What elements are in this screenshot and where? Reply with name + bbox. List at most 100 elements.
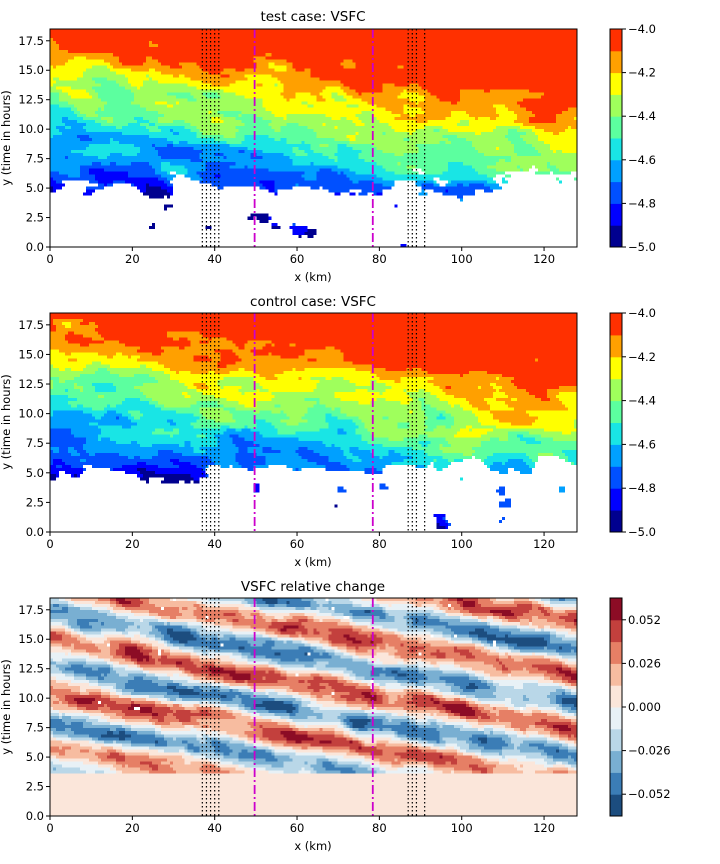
x-tick-label: 20 <box>125 821 140 835</box>
colorbar-segment <box>610 510 622 533</box>
y-tick-label: 2.5 <box>26 211 44 225</box>
colorbar-segment <box>610 378 622 402</box>
colorbar-segment <box>610 116 622 139</box>
y-tick-label: 15.0 <box>18 63 44 77</box>
panel-title: control case: VSFC <box>250 294 376 310</box>
colorbar-segment <box>610 444 622 467</box>
colorbar-segment <box>610 181 622 204</box>
y-tick-label: 17.5 <box>18 603 44 617</box>
colorbar-segment <box>610 619 622 643</box>
y-tick-label: 15.0 <box>18 347 44 361</box>
y-tick-label: 5.0 <box>26 466 44 480</box>
colorbar: −4.0 −4.2 −4.4 −4.6 −4.8 −5.0 <box>609 306 656 539</box>
y-axis-label: y (time in hours) <box>0 374 13 470</box>
panel-test-case: test case: VSFC 0 20 40 60 80 100 120 0.0 2.5 5.… <box>0 9 656 284</box>
colorbar-segment <box>610 334 622 358</box>
colorbar-segment <box>610 750 622 773</box>
x-tick-label: 120 <box>533 821 555 835</box>
colorbar-tick-label: −0.026 <box>628 744 671 758</box>
colorbar-tick-label: 0.026 <box>628 656 661 670</box>
plot-frame <box>49 597 578 817</box>
y-axis-label: y (time in hours) <box>0 659 13 755</box>
colorbar-segment <box>610 772 622 795</box>
x-axis-label: x (km) <box>294 839 331 853</box>
colorbar-segment <box>610 598 622 621</box>
panel-title: VSFC relative change <box>241 579 385 595</box>
panel-relative-change: VSFC relative change 0 20 40 60 80 100 120 0.0… <box>0 579 671 853</box>
colorbar-segment <box>610 794 622 817</box>
x-axis-label: x (km) <box>294 270 331 284</box>
colorbar-segment <box>610 400 622 423</box>
colorbar-tick-label: −4.6 <box>628 437 656 451</box>
y-tick-label: 12.5 <box>18 662 44 676</box>
heatmap-image <box>50 313 577 532</box>
x-tick-label: 80 <box>372 252 387 266</box>
colorbar-segment <box>610 356 622 380</box>
y-tick-label: 0.0 <box>26 525 44 539</box>
x-tick-label: 100 <box>451 821 473 835</box>
y-tick-label: 7.5 <box>26 721 44 735</box>
x-tick-label: 120 <box>533 537 555 551</box>
colorbar-segment <box>610 72 622 95</box>
x-tick-label: 80 <box>372 537 387 551</box>
x-tick-label: 40 <box>207 821 222 835</box>
colorbar-segment <box>610 50 622 74</box>
x-axis-ticks: 0 20 40 60 80 100 120 <box>46 247 555 266</box>
heatmap-image <box>50 598 577 816</box>
heatmap-field <box>50 29 577 247</box>
x-tick-label: 0 <box>46 821 53 835</box>
colorbar-frame <box>609 28 623 248</box>
x-tick-label: 20 <box>125 537 140 551</box>
y-tick-label: 7.5 <box>26 436 44 450</box>
y-tick-label: 5.0 <box>26 181 44 195</box>
x-axis-ticks: 0 20 40 60 80 100 120 <box>46 532 555 551</box>
x-tick-label: 20 <box>125 252 140 266</box>
y-tick-label: 10.0 <box>18 407 44 421</box>
colorbar-tick-label: −4.2 <box>628 66 656 80</box>
colorbar-tick-label: −4.6 <box>628 153 656 167</box>
colorbar-segment <box>610 466 622 489</box>
x-tick-label: 60 <box>290 537 305 551</box>
panel-title: test case: VSFC <box>260 9 365 25</box>
y-tick-label: 12.5 <box>18 377 44 391</box>
colorbar-tick-label: −4.8 <box>628 196 656 210</box>
y-axis-label: y (time in hours) <box>0 90 13 186</box>
colorbar-tick-label: −4.8 <box>628 481 656 495</box>
heatmap-field <box>50 598 577 816</box>
y-tick-label: 17.5 <box>18 34 44 48</box>
plot-frame <box>49 28 578 248</box>
colorbar-segment <box>610 159 622 183</box>
y-tick-label: 10.0 <box>18 691 44 705</box>
colorbar-segment <box>610 641 622 664</box>
y-tick-label: 2.5 <box>26 780 44 794</box>
colorbar-segment <box>610 29 622 52</box>
colorbar: 0.052 0.026 0.000 −0.026 −0.052 <box>609 597 671 817</box>
colorbar-tick-label: −4.0 <box>628 22 656 36</box>
colorbar-segment <box>610 94 622 117</box>
colorbar-segment <box>610 313 622 336</box>
colorbar-frame <box>609 312 623 533</box>
y-tick-label: 15.0 <box>18 632 44 646</box>
y-tick-label: 5.0 <box>26 750 44 764</box>
colorbar-segment <box>610 663 622 686</box>
x-tick-label: 100 <box>451 537 473 551</box>
y-axis-ticks: 0.0 2.5 5.0 7.5 10.0 12.5 15.0 17.5 <box>18 603 50 823</box>
y-tick-label: 10.0 <box>18 122 44 136</box>
x-tick-label: 40 <box>207 252 222 266</box>
x-tick-label: 100 <box>451 252 473 266</box>
heatmap-field <box>50 313 577 532</box>
vertical-lines <box>201 29 426 247</box>
x-tick-label: 40 <box>207 537 222 551</box>
x-tick-label: 0 <box>46 537 53 551</box>
colorbar-segment <box>610 225 622 248</box>
colorbar-segment <box>610 707 622 730</box>
colorbar-tick-label: −4.4 <box>628 109 656 123</box>
colorbar-tick-label: −5.0 <box>628 525 656 539</box>
colorbar-tick-label: −4.0 <box>628 306 656 320</box>
colorbar-segment <box>610 728 622 752</box>
plot-frame <box>49 312 578 533</box>
colorbar-segment <box>610 488 622 511</box>
colorbar: −4.0 −4.2 −4.4 −4.6 −4.8 −5.0 <box>609 22 656 254</box>
y-axis-ticks: 0.0 2.5 5.0 7.5 10.0 12.5 15.0 17.5 <box>18 318 50 539</box>
y-axis-ticks: 0.0 2.5 5.0 7.5 10.0 12.5 15.0 17.5 <box>18 34 50 254</box>
